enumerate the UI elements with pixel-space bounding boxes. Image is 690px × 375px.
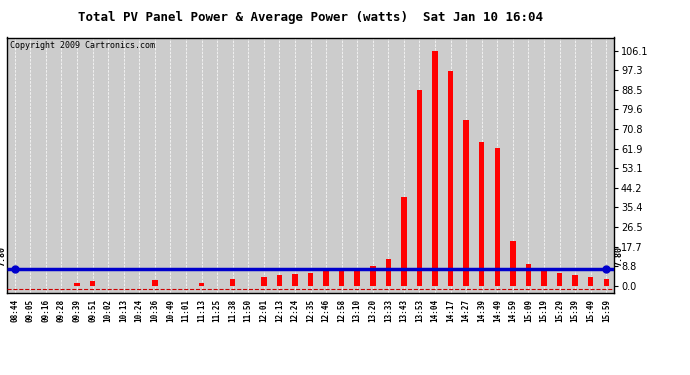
Bar [479, 142, 484, 286]
Bar [355, 269, 360, 286]
Bar [401, 197, 406, 286]
Bar [370, 266, 375, 286]
Bar [308, 273, 313, 286]
Bar [542, 268, 546, 286]
Bar [199, 282, 204, 286]
Bar [526, 264, 531, 286]
Bar [261, 277, 266, 286]
Bar [324, 272, 329, 286]
Text: Copyright 2009 Cartronics.com: Copyright 2009 Cartronics.com [10, 41, 155, 50]
Bar [75, 282, 79, 286]
Bar [495, 148, 500, 286]
Bar [277, 275, 282, 286]
Bar [386, 259, 391, 286]
Bar [339, 270, 344, 286]
Bar [573, 275, 578, 286]
Bar [417, 90, 422, 286]
Bar [433, 51, 437, 286]
Bar [230, 279, 235, 286]
Bar [448, 71, 453, 286]
Bar [588, 277, 593, 286]
Bar [464, 120, 469, 286]
Text: 7.80: 7.80 [0, 246, 7, 266]
Bar [90, 281, 95, 286]
Text: Total PV Panel Power & Average Power (watts)  Sat Jan 10 16:04: Total PV Panel Power & Average Power (wa… [78, 11, 543, 24]
Bar [292, 274, 297, 286]
Bar [604, 279, 609, 286]
Bar [557, 273, 562, 286]
Bar [510, 242, 515, 286]
Bar [152, 280, 157, 286]
Text: 7.80: 7.80 [614, 246, 623, 266]
